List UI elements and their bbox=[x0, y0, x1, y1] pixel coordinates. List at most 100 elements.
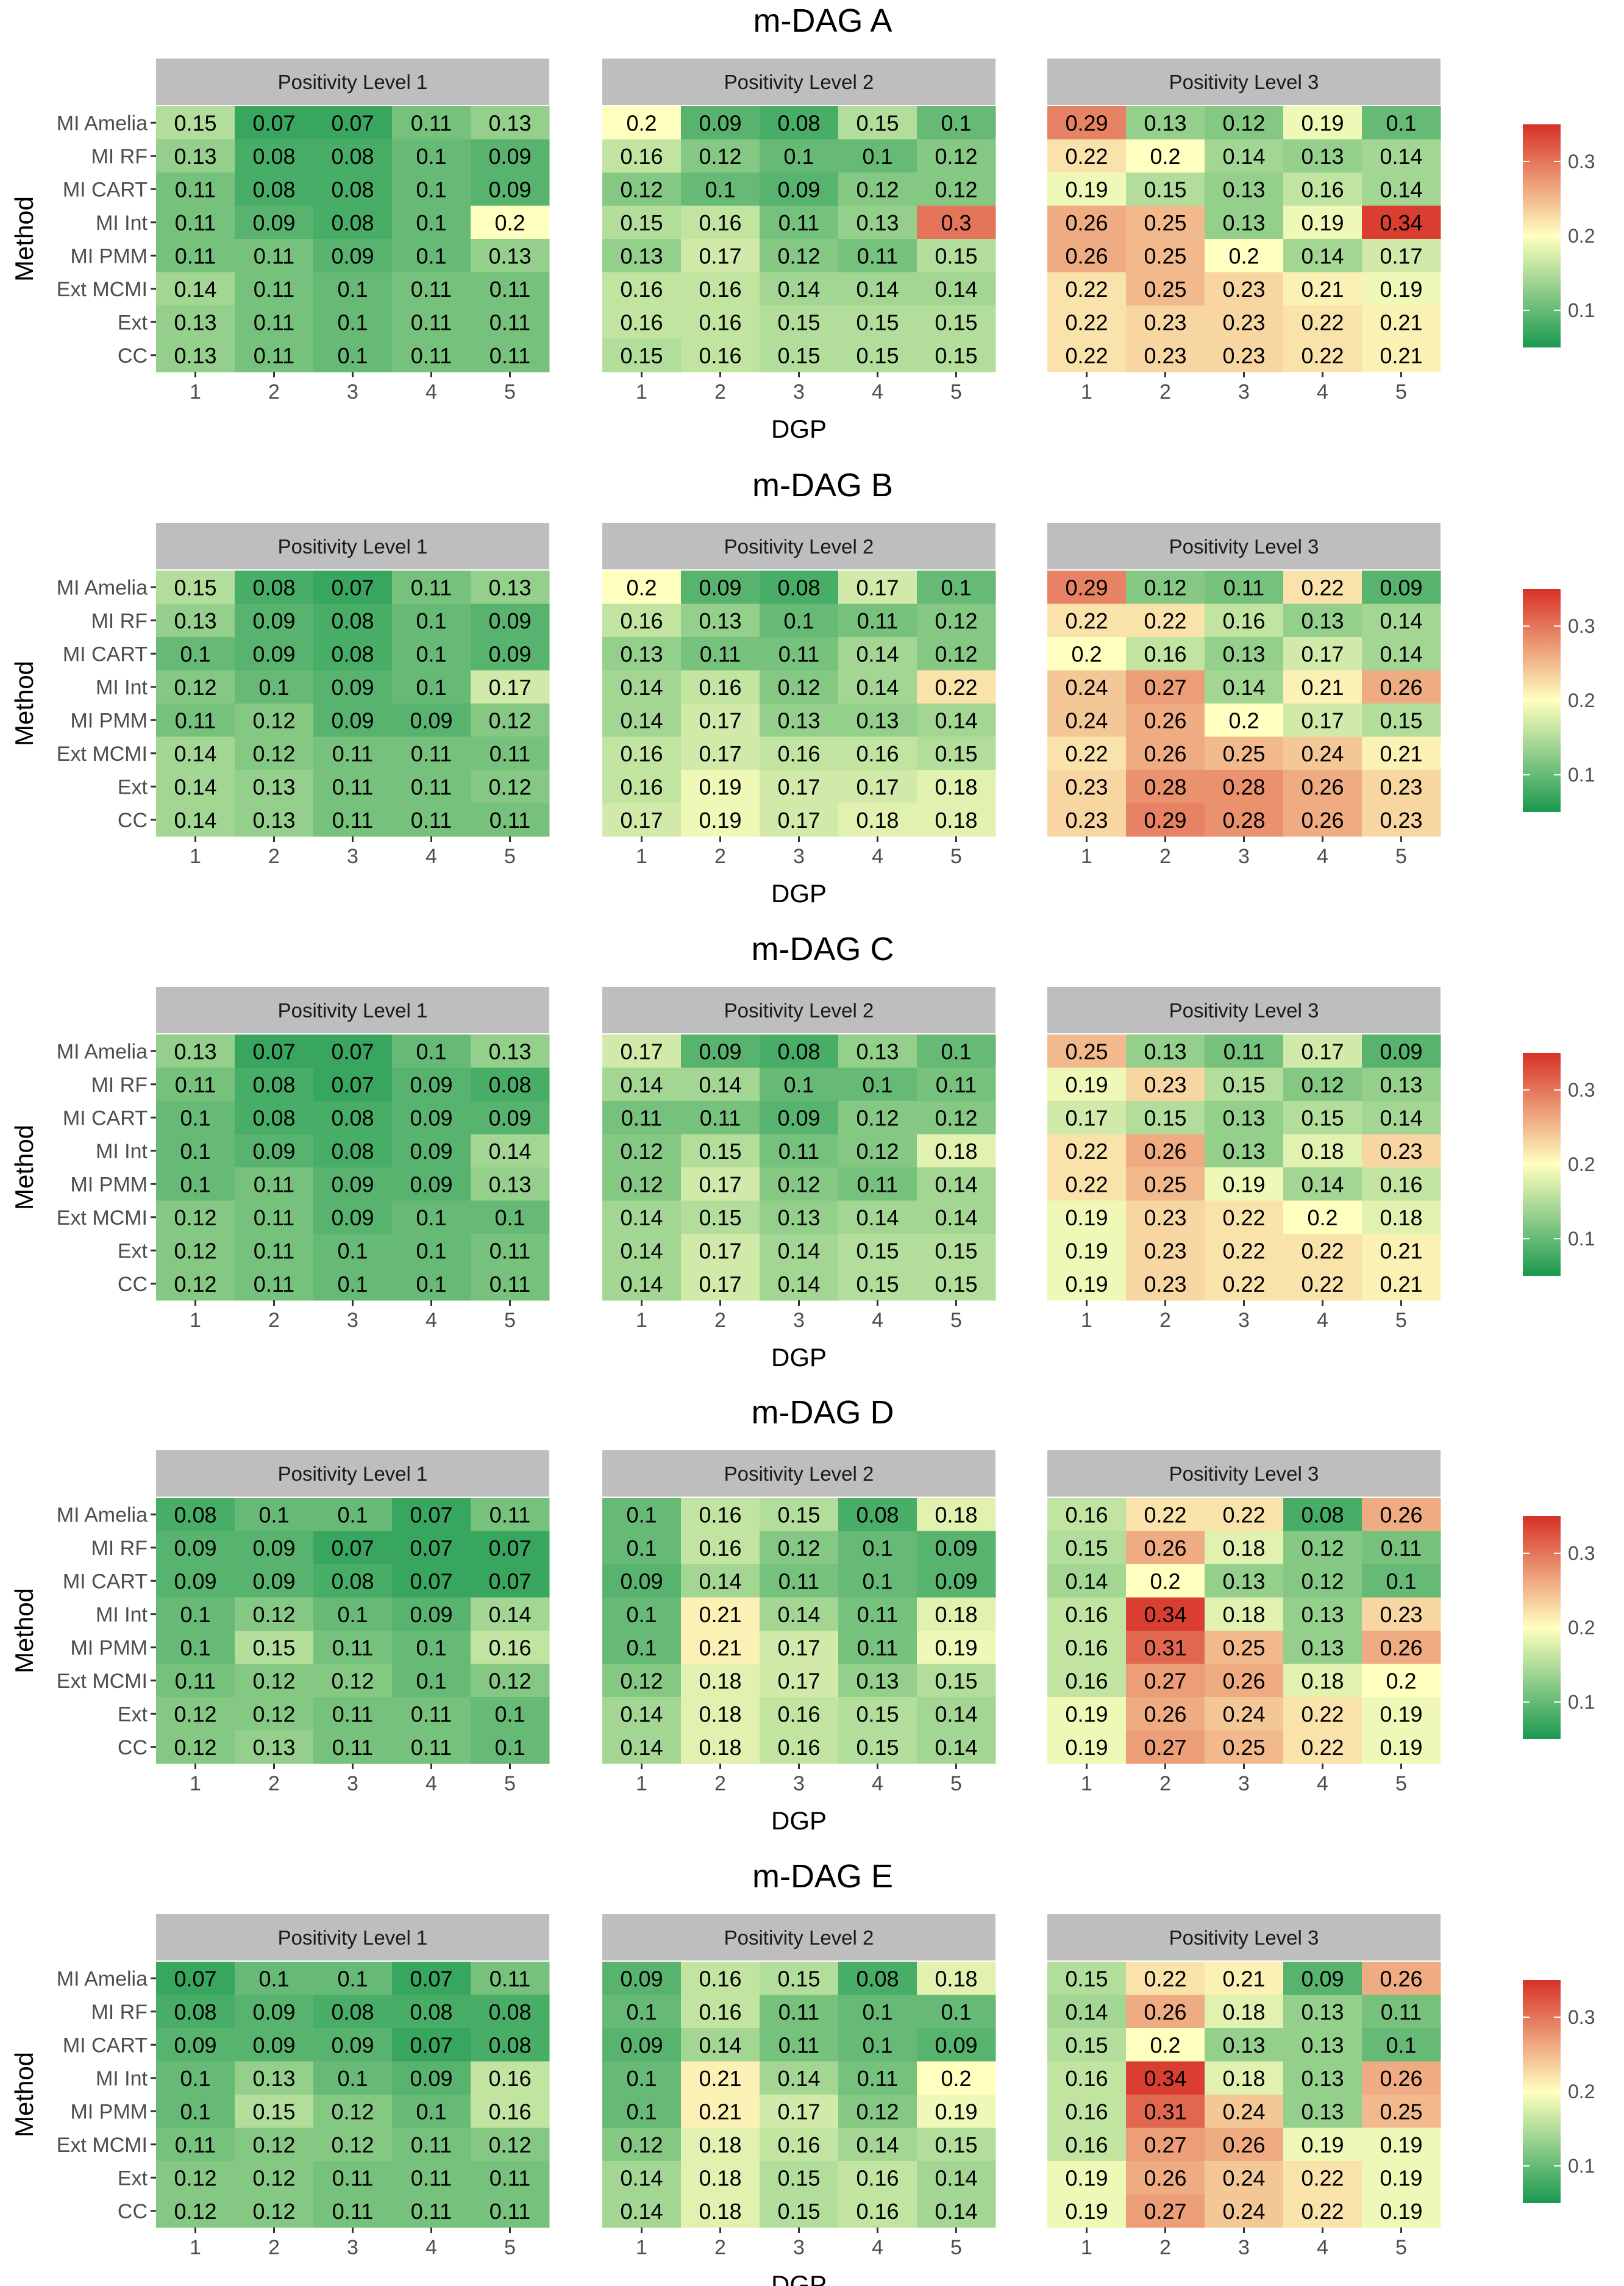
heatmap-cell bbox=[1047, 205, 1127, 240]
cell-value: 0.09 bbox=[252, 1999, 295, 2024]
cell-value: 0.24 bbox=[1065, 675, 1108, 700]
cell-value: 0.13 bbox=[174, 144, 216, 169]
heatmap-cell bbox=[235, 1267, 314, 1301]
heatmap-cell bbox=[602, 2194, 682, 2228]
heatmap-cell bbox=[681, 1134, 760, 1168]
heatmap-cell bbox=[1283, 205, 1362, 240]
cell-value: 0.16 bbox=[620, 741, 663, 766]
heatmap-cell bbox=[917, 637, 996, 671]
heatmap-cell bbox=[917, 2028, 996, 2062]
cell-value: 0.08 bbox=[331, 1569, 374, 1593]
heatmap-cell bbox=[1126, 1134, 1205, 1168]
heatmap-cell bbox=[760, 1564, 839, 1598]
cell-value: 0.16 bbox=[777, 2132, 820, 2157]
facet-label: Positivity Level 3 bbox=[1169, 535, 1319, 558]
cell-value: 0.22 bbox=[935, 675, 977, 700]
x-tick-label: 1 bbox=[1081, 380, 1092, 404]
heatmap-cell bbox=[838, 205, 917, 240]
heatmap-cell bbox=[471, 1995, 550, 2029]
heatmap-cell bbox=[313, 1631, 393, 1664]
cell-value: 0.12 bbox=[174, 675, 216, 700]
cell-value: 0.16 bbox=[1065, 2132, 1108, 2157]
heatmap-cell bbox=[681, 2194, 760, 2228]
heatmap-cell bbox=[838, 106, 917, 140]
cell-value: 0.14 bbox=[1065, 1999, 1108, 2024]
legend-tick-label: 0.3 bbox=[1568, 1542, 1595, 1564]
heatmap-cell bbox=[917, 1134, 996, 1168]
heatmap-cell bbox=[156, 670, 235, 704]
y-tick-label: Ext MCMI bbox=[57, 278, 148, 301]
legend-tick-label: 0.1 bbox=[1568, 2155, 1595, 2177]
cell-value: 0.27 bbox=[1144, 1668, 1186, 1693]
cell-value: 0.12 bbox=[620, 1668, 663, 1693]
heatmap-cell bbox=[313, 2095, 393, 2128]
cell-value: 0.11 bbox=[1223, 1039, 1264, 1064]
heatmap-cell bbox=[760, 670, 839, 704]
heatmap-cell bbox=[838, 770, 917, 803]
cell-value: 0.12 bbox=[856, 1139, 899, 1164]
cell-value: 0.15 bbox=[1380, 708, 1422, 733]
x-tick-label: 4 bbox=[1317, 1772, 1328, 1795]
heatmap-cell bbox=[471, 1730, 550, 1764]
x-tick-label: 5 bbox=[504, 1309, 516, 1332]
heatmap-cell bbox=[156, 305, 235, 339]
cell-value: 0.1 bbox=[416, 641, 446, 666]
y-tick-label: MI PMM bbox=[70, 709, 148, 732]
heatmap-cell bbox=[1283, 1664, 1362, 1698]
cell-value: 0.1 bbox=[180, 2066, 210, 2091]
panel-title: m-DAG E bbox=[752, 1858, 893, 1895]
cell-value: 0.12 bbox=[488, 774, 531, 799]
cell-value: 0.27 bbox=[1144, 2199, 1186, 2224]
x-tick-label: 1 bbox=[636, 1309, 647, 1332]
heatmap-cell bbox=[838, 1664, 917, 1698]
cell-value: 0.09 bbox=[252, 608, 295, 633]
heatmap-cell bbox=[471, 1564, 550, 1598]
cell-value: 0.19 bbox=[1301, 110, 1344, 135]
cell-value: 0.15 bbox=[856, 1735, 899, 1760]
heatmap-cell bbox=[1126, 2028, 1205, 2062]
cell-value: 0.13 bbox=[1222, 1105, 1265, 1130]
heatmap-cell bbox=[1283, 2095, 1362, 2128]
heatmap-cell bbox=[602, 670, 682, 704]
heatmap-cell bbox=[602, 1200, 682, 1234]
heatmap-cell bbox=[838, 670, 917, 704]
heatmap-cell bbox=[313, 106, 393, 140]
cell-value: 0.15 bbox=[1065, 1536, 1108, 1561]
cell-value: 0.07 bbox=[410, 1502, 452, 1527]
heatmap-cell bbox=[1047, 305, 1127, 339]
heatmap-cell bbox=[681, 571, 760, 604]
heatmap-cell bbox=[392, 571, 471, 604]
heatmap-cell bbox=[917, 2095, 996, 2128]
heatmap-cell bbox=[917, 338, 996, 372]
cell-value: 0.12 bbox=[777, 1172, 820, 1197]
cell-value: 0.09 bbox=[1380, 575, 1422, 600]
heatmap-cell bbox=[1126, 1995, 1205, 2029]
cell-value: 0.11 bbox=[621, 1105, 662, 1130]
cell-value: 0.19 bbox=[1065, 2199, 1108, 2224]
heatmap-cell bbox=[1283, 1267, 1362, 1301]
cell-value: 0.14 bbox=[935, 1172, 977, 1197]
cell-value: 0.1 bbox=[337, 1502, 368, 1527]
heatmap-cell bbox=[156, 1134, 235, 1168]
heatmap-cell bbox=[602, 736, 682, 771]
x-tick-label: 3 bbox=[1238, 1772, 1250, 1795]
heatmap-cell bbox=[1205, 571, 1284, 604]
heatmap-cell bbox=[760, 272, 839, 306]
heatmap-cell bbox=[313, 1962, 393, 1995]
cell-value: 0.16 bbox=[699, 1999, 741, 2024]
heatmap-cell bbox=[1126, 1564, 1205, 1598]
cell-value: 0.1 bbox=[1386, 110, 1416, 135]
cell-value: 0.29 bbox=[1144, 808, 1186, 833]
cell-value: 0.09 bbox=[488, 641, 531, 666]
cell-value: 0.22 bbox=[1222, 1238, 1265, 1263]
x-tick-label: 5 bbox=[1395, 1309, 1407, 1332]
heatmap-cell bbox=[313, 272, 393, 306]
cell-value: 0.11 bbox=[254, 1238, 294, 1263]
cell-value: 0.1 bbox=[337, 277, 368, 302]
heatmap-cell bbox=[1047, 1167, 1127, 1201]
x-tick-label: 4 bbox=[1317, 380, 1328, 404]
heatmap-cell bbox=[1362, 803, 1441, 837]
heatmap-cell bbox=[681, 2095, 760, 2128]
y-axis-title: Method bbox=[10, 196, 38, 282]
heatmap-cell bbox=[602, 1995, 682, 2029]
